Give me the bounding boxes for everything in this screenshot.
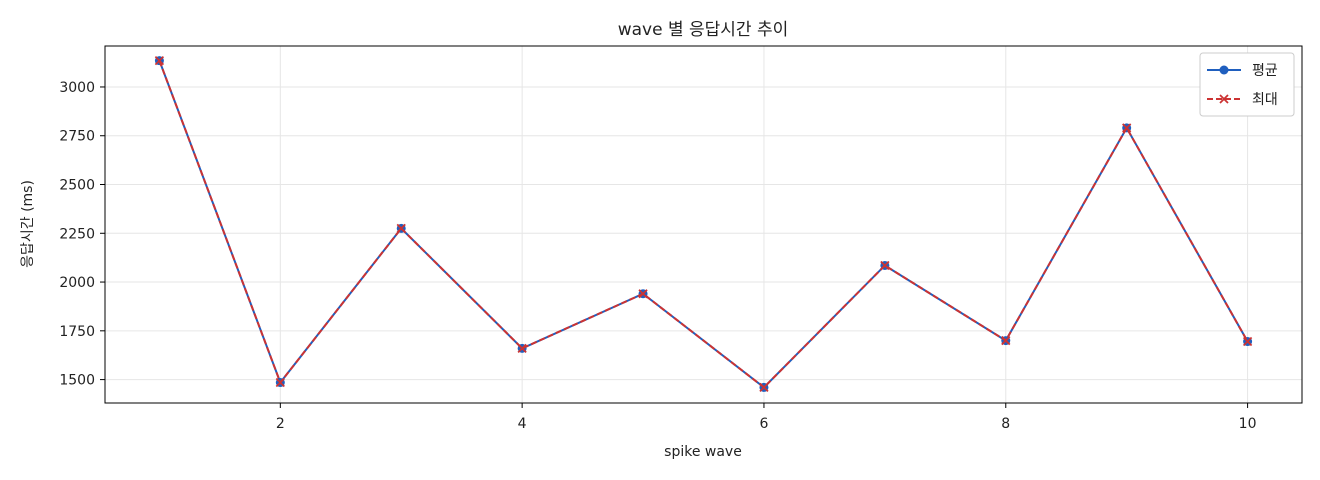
x-marker-stroke <box>880 260 890 271</box>
series-line-1 <box>158 60 1249 389</box>
series-2-point <box>1242 336 1253 347</box>
legend-label: 최대 <box>1252 92 1278 108</box>
x-tick-label: 2 <box>276 416 285 432</box>
y-tick-label: 2250 <box>59 226 95 242</box>
x-marker-stroke <box>759 382 769 393</box>
y-tick-label: 2000 <box>59 275 95 291</box>
x-axis: 2 4 6 8 10 <box>276 403 1257 432</box>
series-2-point <box>880 260 890 271</box>
plot-area-frame <box>104 45 1303 404</box>
x-marker-stroke <box>154 55 165 66</box>
chart-title: wave 별 응답시간 추이 <box>618 20 789 40</box>
series-2-point <box>1122 123 1132 133</box>
legend-item-1: 평균 <box>1207 63 1278 79</box>
y-tick-label: 3000 <box>59 80 95 96</box>
y-tick-label: 2500 <box>59 178 95 194</box>
y-tick-label: 1750 <box>59 324 95 340</box>
x-marker-stroke <box>1242 336 1253 347</box>
series-2-point <box>396 223 406 234</box>
series-2-point <box>517 343 527 354</box>
x-marker-stroke <box>1122 123 1132 133</box>
x-marker-stroke <box>517 343 527 354</box>
series-2-point <box>154 55 165 66</box>
y-tick-label: 1500 <box>59 373 95 389</box>
legend-marker <box>1219 94 1229 104</box>
series-line-2 <box>158 60 1249 389</box>
x-marker-stroke <box>396 223 406 234</box>
x-tick-label: 4 <box>518 416 527 432</box>
x-axis-label: spike wave <box>664 444 742 460</box>
y-tick-label: 2750 <box>59 129 95 145</box>
x-marker-stroke <box>638 289 648 299</box>
y-axis-label: 응답시간 (ms) <box>20 180 36 268</box>
series-2-point <box>638 289 648 299</box>
x-tick-label: 8 <box>1001 416 1010 432</box>
x-marker-stroke <box>1001 335 1011 346</box>
grid <box>105 46 1302 403</box>
legend-box <box>1199 52 1295 117</box>
x-tick-label: 6 <box>759 416 768 432</box>
series-2-point <box>1001 335 1011 346</box>
legend-label: 평균 <box>1252 63 1278 79</box>
x-tick-label: 10 <box>1239 416 1257 432</box>
y-axis: 1500 1750 2000 2250 2500 2750 3000 <box>59 80 105 389</box>
series-group <box>154 55 1253 393</box>
legend-marker <box>1219 65 1229 75</box>
legend-item-2: 최대 <box>1207 92 1278 108</box>
series-2-point <box>275 377 285 388</box>
x-marker-stroke <box>275 377 285 388</box>
series-2-point <box>759 382 769 393</box>
